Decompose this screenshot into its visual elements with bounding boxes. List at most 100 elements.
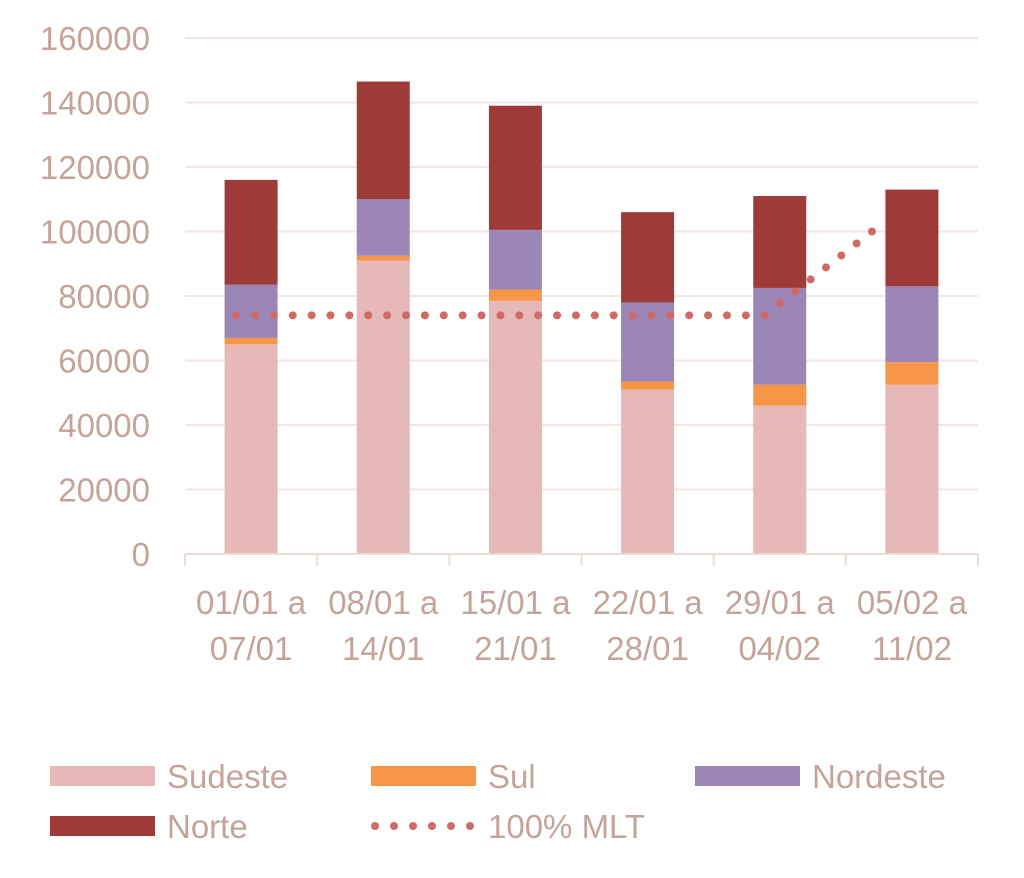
bar-segment-sudeste (621, 389, 675, 554)
mlt-line-dot (776, 299, 785, 308)
mlt-line-dot (326, 311, 335, 320)
legend-label-norte: Norte (167, 808, 248, 845)
mlt-line-dot (534, 311, 543, 320)
bar-segment-nordeste (885, 286, 939, 363)
bar-segment-norte (356, 81, 410, 200)
mlt-line-dot (867, 227, 876, 236)
bar-segment-sudeste (356, 260, 410, 554)
mlt-line-dot (791, 287, 800, 296)
mlt-line-dot (402, 311, 411, 320)
x-tick-label: 28/01 (606, 630, 689, 667)
mlt-line-dot (364, 311, 373, 320)
bar-segment-sudeste (488, 300, 542, 554)
axes: 0 20000 40000 60000 80000 100000 120000 140000 1… (40, 20, 979, 667)
legend-swatch-dot (390, 822, 398, 830)
legend-label-nordeste: Nordeste (812, 758, 946, 795)
legend-swatch-norte (50, 816, 155, 836)
x-tick-label: 08/01 a (328, 584, 439, 621)
mlt-line-dot (741, 311, 750, 320)
x-tick-label: 29/01 a (725, 584, 836, 621)
mlt-line (232, 227, 876, 320)
mlt-line-dot (232, 311, 241, 320)
bar-segment-sul (621, 381, 675, 390)
bar-segment-sul (488, 289, 542, 301)
mlt-line-dot (458, 311, 467, 320)
bar-segment-nordeste (488, 229, 542, 290)
bar-segment-norte (621, 212, 675, 303)
mlt-line-dot (806, 275, 815, 284)
legend-swatch-dot (466, 822, 474, 830)
legend: Sudeste Sul Nordeste Norte 100% MLT (50, 758, 946, 845)
bar-segment-sul (224, 337, 278, 345)
bar-segment-norte (488, 105, 542, 230)
mlt-line-dot (571, 311, 580, 320)
mlt-line-dot (685, 311, 694, 320)
x-tick-label: 05/02 a (857, 584, 968, 621)
mlt-line-dot (666, 311, 675, 320)
mlt-line-dot (760, 311, 769, 320)
legend-swatch-sul (371, 766, 476, 786)
legend-swatch-dot (428, 822, 436, 830)
mlt-line-dot (837, 251, 846, 260)
y-tick-label: 120000 (40, 149, 150, 186)
mlt-line-dot (439, 311, 448, 320)
mlt-line-dot (704, 311, 713, 320)
y-tick-label: 140000 (40, 85, 150, 122)
bar-segment-sul (885, 362, 939, 385)
mlt-line-dot (609, 311, 618, 320)
mlt-line-dot (420, 311, 429, 320)
bar-segment-nordeste (224, 284, 278, 338)
x-tick-label: 07/01 (210, 630, 293, 667)
mlt-line-dot (515, 311, 524, 320)
y-tick-label: 60000 (58, 343, 150, 380)
x-tick-label: 01/01 a (196, 584, 307, 621)
y-tick-label: 100000 (40, 214, 150, 251)
mlt-line-dot (852, 239, 861, 248)
mlt-line-dot (722, 311, 731, 320)
x-tick-label: 04/02 (738, 630, 821, 667)
mlt-line-dot (553, 311, 562, 320)
y-tick-label: 80000 (58, 278, 150, 315)
legend-label-100-mlt: 100% MLT (488, 808, 645, 845)
legend-swatch-dot (409, 822, 417, 830)
bar-segment-norte (753, 196, 807, 288)
mlt-line-dot (647, 311, 656, 320)
mlt-line-dot (628, 311, 637, 320)
y-tick-label: 0 (132, 536, 150, 573)
bar-segment-sudeste (885, 384, 939, 554)
bar-segment-sul (753, 384, 807, 406)
bar-segment-norte (885, 189, 939, 287)
bar-segment-sudeste (224, 344, 278, 554)
y-tick-label: 160000 (40, 20, 150, 57)
mlt-line-dot (477, 311, 486, 320)
legend-swatch-dot (447, 822, 455, 830)
mlt-line-dot (496, 311, 505, 320)
mlt-line-dot (269, 311, 278, 320)
legend-swatch-nordeste (695, 766, 800, 786)
x-tick-label: 15/01 a (460, 584, 571, 621)
legend-label-sudeste: Sudeste (167, 758, 288, 795)
y-tick-label: 40000 (58, 407, 150, 444)
gridlines (185, 37, 978, 491)
x-tick-label: 22/01 a (593, 584, 704, 621)
bar-segment-sul (356, 255, 410, 261)
x-tick-label: 11/02 (872, 630, 952, 667)
mlt-line-dot (288, 311, 297, 320)
mlt-line-dot (383, 311, 392, 320)
legend-label-sul: Sul (488, 758, 536, 795)
x-tick-label: 14/01 (342, 630, 425, 667)
bar-segment-norte (224, 179, 278, 285)
y-tick-label: 20000 (58, 472, 150, 509)
bars (224, 81, 939, 554)
bar-segment-nordeste (356, 199, 410, 256)
mlt-line-dot (307, 311, 316, 320)
legend-swatch-sudeste (50, 766, 155, 786)
x-tick-label: 21/01 (474, 630, 557, 667)
bar-segment-sudeste (753, 405, 807, 554)
mlt-line-dot (590, 311, 599, 320)
mlt-line-dot (821, 263, 830, 272)
mlt-line-dot (345, 311, 354, 320)
mlt-line-dot (250, 311, 259, 320)
legend-swatch-dot (371, 822, 379, 830)
